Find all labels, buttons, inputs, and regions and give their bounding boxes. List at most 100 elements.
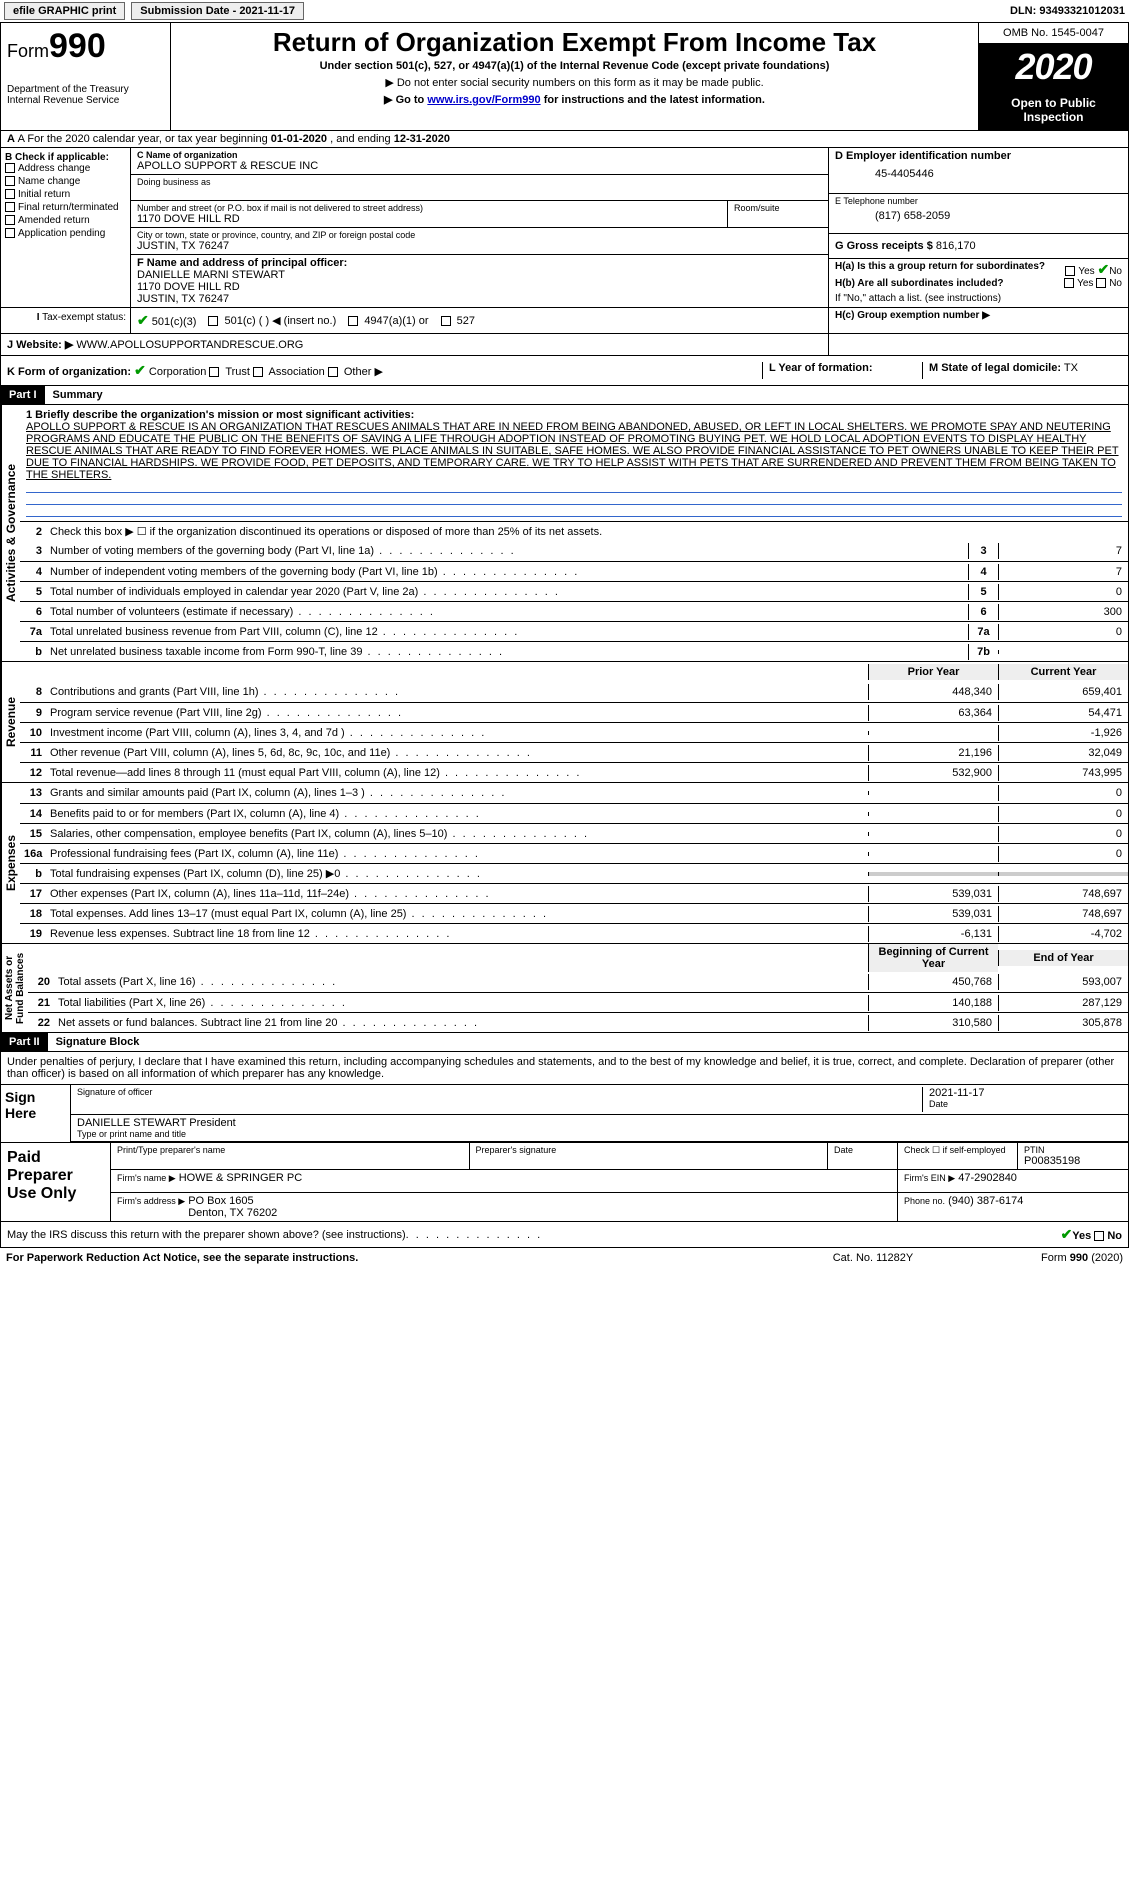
mission-text: APOLLO SUPPORT & RESCUE IS AN ORGANIZATI… <box>26 421 1122 481</box>
firm-ein: 47-2902840 <box>958 1172 1017 1184</box>
omb-number: OMB No. 1545-0047 <box>979 23 1128 44</box>
vlabel-revenue: Revenue <box>1 662 20 782</box>
header-mid: Return of Organization Exempt From Incom… <box>171 23 978 130</box>
sign-date: 2021-11-17 <box>929 1087 1122 1099</box>
form-prefix: Form <box>7 41 49 61</box>
cb-amended[interactable] <box>5 215 15 225</box>
cb-discuss-no[interactable] <box>1094 1231 1104 1241</box>
table-row: 15Salaries, other compensation, employee… <box>20 823 1128 843</box>
discuss-row: May the IRS discuss this return with the… <box>0 1222 1129 1248</box>
table-row: 11Other revenue (Part VIII, column (A), … <box>20 742 1128 762</box>
cb-trust[interactable] <box>209 367 219 377</box>
hb-no[interactable] <box>1096 278 1106 288</box>
table-row: bTotal fundraising expenses (Part IX, co… <box>20 863 1128 883</box>
table-row: 22Net assets or fund balances. Subtract … <box>28 1012 1128 1032</box>
submission-date: Submission Date - 2021-11-17 <box>131 2 304 20</box>
col-c-org: C Name of organization APOLLO SUPPORT & … <box>131 148 828 307</box>
col-right-ids: D Employer identification number 45-4405… <box>828 148 1128 307</box>
table-row: 14Benefits paid to or for members (Part … <box>20 803 1128 823</box>
ptin: P00835198 <box>1024 1155 1122 1167</box>
ha-yes[interactable] <box>1065 266 1075 276</box>
tax-year: 2020 <box>979 44 1128 90</box>
checkmark-icon: ✔ <box>1061 1226 1073 1242</box>
website: WWW.APOLLOSUPPORTANDRESCUE.ORG <box>76 339 303 351</box>
cat-no: Cat. No. 11282Y <box>773 1252 973 1264</box>
cb-final-return[interactable] <box>5 202 15 212</box>
form-title: Return of Organization Exempt From Incom… <box>177 27 972 58</box>
dept-treasury: Department of the Treasury Internal Reve… <box>7 84 164 106</box>
telephone: (817) 658-2059 <box>835 206 1122 222</box>
table-row: 13Grants and similar amounts paid (Part … <box>20 783 1128 803</box>
table-row: 19Revenue less expenses. Subtract line 1… <box>20 923 1128 943</box>
table-row: 4Number of independent voting members of… <box>20 561 1128 581</box>
gross-receipts: 816,170 <box>936 240 976 252</box>
cb-assoc[interactable] <box>253 367 263 377</box>
cb-app-pending[interactable] <box>5 228 15 238</box>
checkmark-icon: ✔ <box>1097 261 1109 277</box>
section-net-assets: Net Assets or Fund Balances Beginning of… <box>0 944 1129 1033</box>
cb-4947[interactable] <box>348 316 358 326</box>
vlabel-net: Net Assets or Fund Balances <box>1 944 28 1032</box>
cb-initial-return[interactable] <box>5 189 15 199</box>
cb-527[interactable] <box>441 316 451 326</box>
header-left: Form990 Department of the Treasury Inter… <box>1 23 171 130</box>
header-right: OMB No. 1545-0047 2020 Open to Public In… <box>978 23 1128 130</box>
efile-badge: efile GRAPHIC print <box>4 2 125 20</box>
domicile: TX <box>1064 362 1078 374</box>
vlabel-expenses: Expenses <box>1 783 20 943</box>
cb-name-change[interactable] <box>5 176 15 186</box>
identity-block: B Check if applicable: Address change Na… <box>0 148 1129 308</box>
part1-header: Part I Summary <box>0 386 1129 405</box>
form-header: Form990 Department of the Treasury Inter… <box>0 23 1129 131</box>
cb-address-change[interactable] <box>5 163 15 173</box>
row-klm: K Form of organization: ✔ Corporation Tr… <box>0 356 1129 386</box>
vlabel-governance: Activities & Governance <box>1 405 20 661</box>
section-governance: Activities & Governance 1 Briefly descri… <box>0 405 1129 662</box>
year-begin: 01-01-2020 <box>271 133 327 145</box>
sign-block: Sign Here Signature of officer 2021-11-1… <box>0 1085 1129 1143</box>
table-row: 18Total expenses. Add lines 13–17 (must … <box>20 903 1128 923</box>
part2-header: Part II Signature Block <box>0 1033 1129 1052</box>
form-number: 990 <box>49 27 106 65</box>
preparer-block: Paid Preparer Use Only Print/Type prepar… <box>0 1143 1129 1222</box>
row-i-tax-status: I Tax-exempt status: ✔ 501(c)(3) 501(c) … <box>0 308 1129 334</box>
footer: For Paperwork Reduction Act Notice, see … <box>0 1248 1129 1268</box>
year-end: 12-31-2020 <box>394 133 450 145</box>
table-row: 5Total number of individuals employed in… <box>20 581 1128 601</box>
firm-name: HOWE & SPRINGER PC <box>179 1172 302 1184</box>
dln: DLN: 93493321012031 <box>1010 5 1125 17</box>
principal-officer: DANIELLE MARNI STEWART 1170 DOVE HILL RD… <box>137 269 822 305</box>
open-inspection: Open to Public Inspection <box>979 90 1128 130</box>
checkmark-icon: ✔ <box>134 362 146 378</box>
ssn-note: ▶ Do not enter social security numbers o… <box>177 76 972 89</box>
table-row: 10Investment income (Part VIII, column (… <box>20 722 1128 742</box>
table-row: 9Program service revenue (Part VIII, lin… <box>20 702 1128 722</box>
ein: 45-4405446 <box>835 162 1122 180</box>
table-row: 6Total number of volunteers (estimate if… <box>20 601 1128 621</box>
row-j-website: J Website: ▶ WWW.APOLLOSUPPORTANDRESCUE.… <box>0 334 1129 356</box>
table-row: 16aProfessional fundraising fees (Part I… <box>20 843 1128 863</box>
top-bar: efile GRAPHIC print Submission Date - 20… <box>0 0 1129 23</box>
officer-name: DANIELLE STEWART President <box>77 1117 1122 1129</box>
org-name: APOLLO SUPPORT & RESCUE INC <box>137 160 822 172</box>
table-row: bNet unrelated business taxable income f… <box>20 641 1128 661</box>
row-a-tax-year: A A For the 2020 calendar year, or tax y… <box>0 131 1129 148</box>
table-row: 8Contributions and grants (Part VIII, li… <box>20 682 1128 702</box>
form-subtitle: Under section 501(c), 527, or 4947(a)(1)… <box>177 60 972 72</box>
table-row: 3Number of voting members of the governi… <box>20 541 1128 561</box>
table-row: 17Other expenses (Part IX, column (A), l… <box>20 883 1128 903</box>
instructions-link-row: ▶ Go to www.irs.gov/Form990 for instruct… <box>177 93 972 106</box>
firm-phone: (940) 387-6174 <box>948 1195 1023 1207</box>
hb-yes[interactable] <box>1064 278 1074 288</box>
checkmark-icon: ✔ <box>137 312 149 328</box>
org-street: 1170 DOVE HILL RD <box>137 213 721 225</box>
cb-501c[interactable] <box>208 316 218 326</box>
col-b-checkboxes: B Check if applicable: Address change Na… <box>1 148 131 307</box>
table-row: 7aTotal unrelated business revenue from … <box>20 621 1128 641</box>
section-expenses: Expenses 13Grants and similar amounts pa… <box>0 783 1129 944</box>
cb-other[interactable] <box>328 367 338 377</box>
irs-link[interactable]: www.irs.gov/Form990 <box>427 94 540 106</box>
org-city: JUSTIN, TX 76247 <box>137 240 822 252</box>
table-row: 20Total assets (Part X, line 16)450,7685… <box>28 972 1128 992</box>
table-row: 12Total revenue—add lines 8 through 11 (… <box>20 762 1128 782</box>
